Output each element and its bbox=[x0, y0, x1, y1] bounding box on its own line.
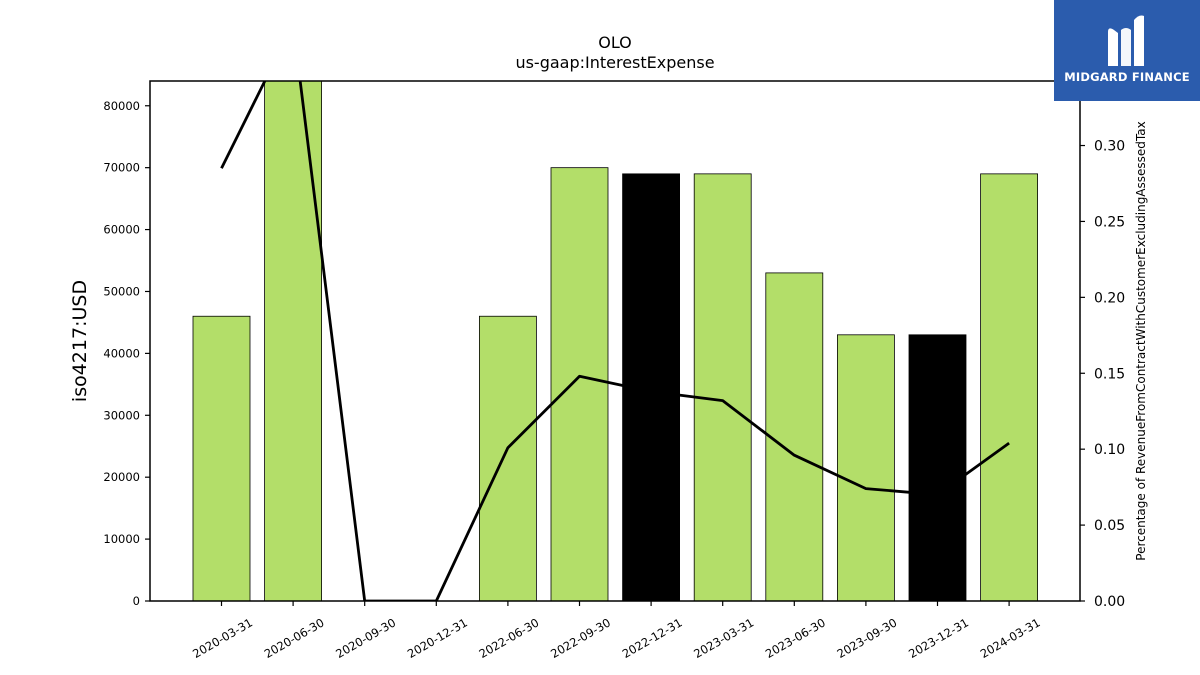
x-tick-label: 2022-09-30 bbox=[548, 615, 613, 661]
y-tick-label: 30000 bbox=[103, 408, 140, 422]
x-tick-label: 2023-09-30 bbox=[835, 615, 900, 661]
y2-tick-label: 0.30 bbox=[1094, 139, 1125, 155]
y-axis-left: 0 10000 20000 30000 40000 50000 60000 70000 8000… bbox=[103, 99, 150, 608]
bar-2022-06-30 bbox=[478, 315, 537, 601]
y-tick-label: 40000 bbox=[103, 346, 140, 360]
y-tick-label: 10000 bbox=[103, 532, 140, 546]
brand-logo: MIDGARD FINANCE bbox=[1054, 0, 1200, 101]
y-tick-label: 0 bbox=[133, 594, 140, 608]
bar-2022-09-30 bbox=[550, 167, 609, 601]
bars-group bbox=[192, 81, 1038, 601]
y-tick-label: 20000 bbox=[103, 470, 140, 484]
y-axis-label: iso4217:USD bbox=[69, 280, 91, 402]
x-tick-label: 2022-06-30 bbox=[477, 615, 542, 661]
bar-2023-06-30 bbox=[765, 272, 824, 601]
plot-frame bbox=[149, 80, 1081, 602]
y-tick-label: 70000 bbox=[103, 161, 140, 175]
x-axis: 2020-03-31 2020-06-30 2020-09-30 2020-12-31… bbox=[190, 601, 1043, 661]
bar-2024-03-31 bbox=[980, 173, 1038, 601]
logo-mark-icon bbox=[1108, 15, 1144, 66]
x-tick-label: 2020-09-30 bbox=[333, 615, 398, 661]
x-tick-label: 2023-06-30 bbox=[763, 615, 828, 661]
x-tick-label: 2022-12-31 bbox=[620, 615, 685, 661]
y-tick-label: 80000 bbox=[103, 99, 140, 113]
line-group bbox=[220, 81, 1010, 601]
x-tick-label: 2024-03-31 bbox=[978, 615, 1043, 661]
x-tick-label: 2020-06-30 bbox=[262, 615, 327, 661]
logo-text: MIDGARD FINANCE bbox=[1064, 70, 1190, 84]
y2-tick-label: 0.25 bbox=[1094, 214, 1125, 230]
x-tick-label: 2020-12-31 bbox=[405, 615, 470, 661]
y-tick-label: 60000 bbox=[103, 223, 140, 237]
y-axis-right: 0.00 0.05 0.10 0.15 0.20 0.25 0.30 bbox=[1080, 139, 1125, 610]
bar-2023-12-31 bbox=[908, 334, 967, 601]
y2-tick-label: 0.10 bbox=[1094, 442, 1125, 458]
y2-axis-label: Percentage of RevenueFromContractWithCus… bbox=[1134, 121, 1148, 560]
chart-subtitle: us-gaap:InterestExpense bbox=[515, 53, 714, 72]
y2-tick-label: 0.20 bbox=[1094, 290, 1125, 306]
x-tick-label: 2020-03-31 bbox=[190, 615, 255, 661]
y2-tick-label: 0.15 bbox=[1094, 366, 1125, 382]
y2-tick-label: 0.00 bbox=[1094, 594, 1125, 610]
bar-2023-03-31 bbox=[693, 173, 752, 601]
x-tick-label: 2023-12-31 bbox=[906, 615, 971, 661]
y-tick-label: 50000 bbox=[103, 284, 140, 298]
x-tick-label: 2023-03-31 bbox=[691, 615, 756, 661]
bar-2023-09-30 bbox=[837, 334, 895, 601]
percentage-line bbox=[220, 81, 1010, 601]
bar-2020-06-30 bbox=[264, 81, 323, 601]
bar-2020-03-31 bbox=[192, 315, 251, 601]
chart-title: OLO bbox=[598, 33, 632, 52]
y2-tick-label: 0.05 bbox=[1094, 518, 1125, 534]
